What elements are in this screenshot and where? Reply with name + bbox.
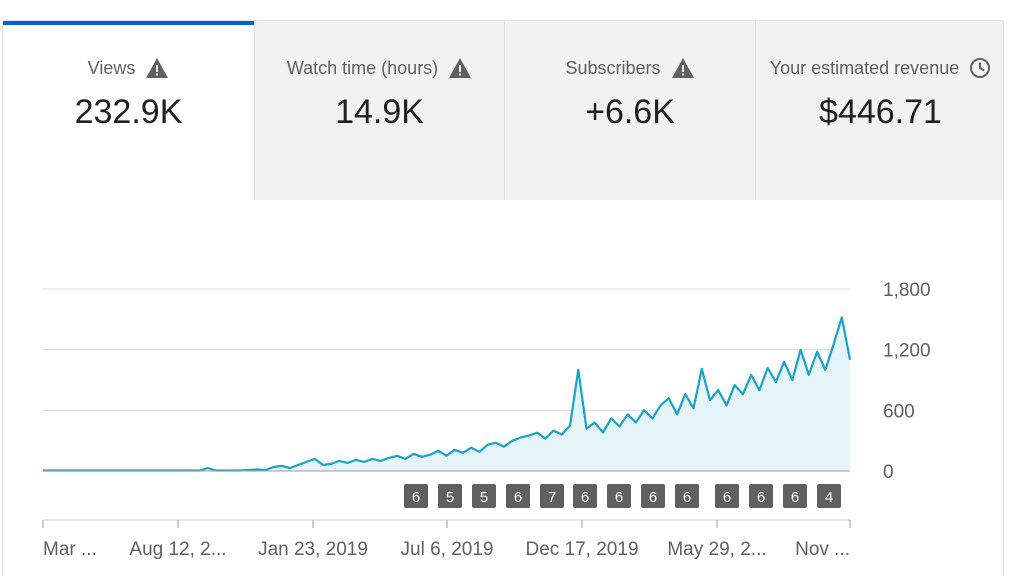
- annotation-marker-label: 6: [581, 489, 589, 506]
- annotation-marker-label: 6: [615, 489, 623, 506]
- tab-subscribers-title: Subscribers: [565, 57, 694, 79]
- x-tick-label: May 29, 2...: [667, 539, 766, 560]
- x-tick-label: Jan 23, 2019: [258, 539, 368, 560]
- clock-icon: [970, 58, 991, 78]
- annotation-marker: [438, 484, 462, 508]
- views-chart-area: 1,800 1,200 600 0 6 5 5 6 7 6 6 6 6 6 6 6 4 Mar ... Aug 12…: [3, 200, 1003, 576]
- y-tick-label: 1,800: [883, 280, 931, 301]
- annotation-marker: [472, 484, 496, 508]
- annotation-marker-label: 6: [723, 489, 731, 506]
- annotation-marker: [506, 484, 530, 508]
- x-tick-label: Jul 6, 2019: [401, 539, 494, 560]
- annotation-marker: [817, 484, 841, 508]
- annotation-marker: [749, 484, 773, 508]
- annotation-marker: [540, 484, 564, 508]
- tab-views-label: Views: [87, 57, 136, 78]
- annotation-marker-label: 6: [514, 489, 522, 506]
- annotation-marker-label: 5: [480, 489, 488, 506]
- x-tick-label: Dec 17, 2019: [525, 539, 638, 560]
- annotation-marker: [675, 484, 699, 508]
- warning-icon: [449, 58, 472, 78]
- annotation-marker: [783, 484, 807, 508]
- tab-subscribers-value: +6.6K: [585, 93, 675, 131]
- annotation-marker-label: 4: [825, 489, 833, 506]
- analytics-card: Views 232.9K Watch time (hours) 14.9K: [2, 20, 1004, 576]
- annotation-marker-label: 7: [548, 489, 556, 506]
- tab-views-title: Views: [88, 57, 170, 79]
- annotation-marker-label: 6: [683, 489, 691, 506]
- annotation-marker: [641, 484, 665, 508]
- x-tick-label: Nov ...: [795, 539, 850, 560]
- tab-watch-time[interactable]: Watch time (hours) 14.9K: [254, 21, 504, 200]
- tab-views-value: 232.9K: [74, 93, 183, 131]
- y-tick-label: 1,200: [883, 341, 931, 362]
- annotation-marker: [573, 484, 597, 508]
- annotation-marker: [404, 484, 428, 508]
- warning-icon: [146, 58, 169, 78]
- x-tick-label: Aug 12, 2...: [129, 539, 226, 560]
- y-tick-label: 600: [883, 401, 915, 422]
- annotation-marker-label: 5: [446, 489, 454, 506]
- tab-watch-time-value: 14.9K: [335, 93, 424, 131]
- tab-subscribers-label: Subscribers: [565, 57, 661, 78]
- annotation-marker-label: 6: [757, 489, 765, 506]
- series-area: [43, 317, 850, 471]
- tab-subscribers[interactable]: Subscribers +6.6K: [504, 21, 755, 200]
- annotation-marker-label: 6: [791, 489, 799, 506]
- tab-revenue-label: Your estimated revenue: [769, 57, 960, 78]
- tab-views[interactable]: Views 232.9K: [3, 21, 254, 200]
- views-chart: 1,800 1,200 600 0 6 5 5 6 7 6 6 6 6 6 6 6 4 Mar ... Aug 12…: [42, 280, 931, 560]
- tab-revenue[interactable]: Your estimated revenue $446.71: [755, 21, 1003, 200]
- annotation-marker: [715, 484, 739, 508]
- annotation-marker: [607, 484, 631, 508]
- tab-watch-time-label: Watch time (hours): [286, 57, 439, 78]
- tab-revenue-title: Your estimated revenue: [770, 57, 991, 79]
- y-tick-label: 0: [883, 462, 894, 483]
- tab-revenue-value: $446.71: [819, 93, 942, 131]
- warning-icon: [671, 58, 694, 78]
- annotation-marker-label: 6: [412, 489, 420, 506]
- x-tick-label: Mar ...: [43, 539, 97, 560]
- annotation-marker-label: 6: [649, 489, 657, 506]
- tab-watch-time-title: Watch time (hours): [287, 57, 472, 79]
- metric-tabs: Views 232.9K Watch time (hours) 14.9K: [3, 21, 1003, 200]
